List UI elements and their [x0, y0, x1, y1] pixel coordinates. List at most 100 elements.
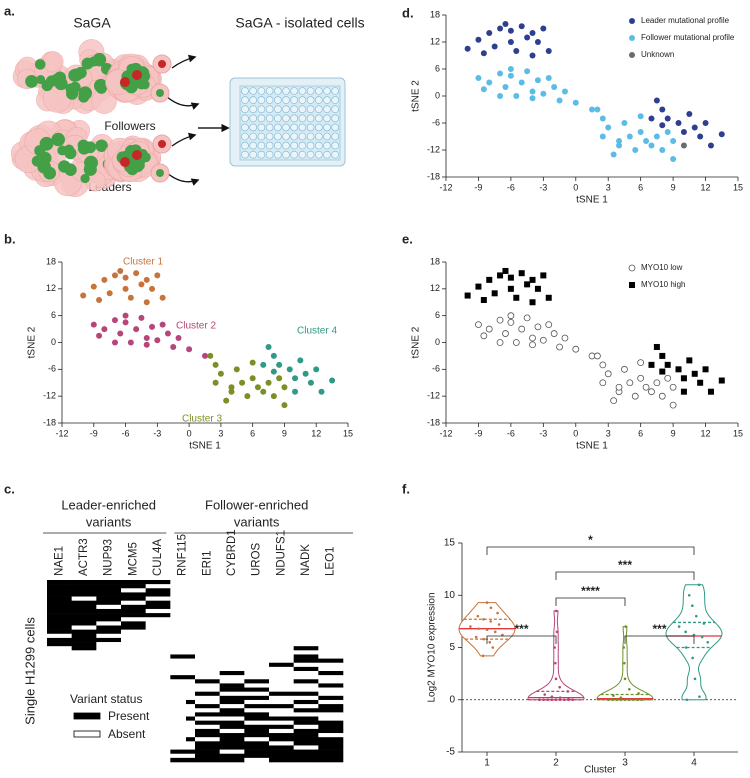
heatmap-cell	[71, 637, 97, 643]
well	[306, 87, 315, 95]
significance-label: *	[588, 533, 593, 547]
heatmap-cell	[170, 584, 196, 589]
heatmap-cell	[269, 608, 294, 614]
point	[101, 326, 108, 333]
illustration-title: SaGA - isolated cells	[235, 15, 364, 31]
point	[122, 312, 129, 319]
heatmap-cell	[219, 608, 245, 614]
point	[616, 138, 623, 144]
heatmap-cell	[195, 712, 220, 717]
heatmap-cell	[195, 584, 220, 589]
heatmap-cell	[318, 596, 344, 601]
well	[273, 123, 282, 132]
column-label: NDUFS1	[275, 530, 287, 576]
point	[175, 335, 182, 342]
point	[675, 366, 682, 373]
cell-nucleus	[39, 136, 54, 151]
heatmap-cell	[318, 749, 344, 755]
heatmap-cell	[219, 745, 245, 750]
point	[228, 388, 235, 395]
heatmap-cell	[71, 675, 97, 680]
data-point	[562, 698, 566, 702]
point	[653, 133, 660, 140]
group-label: variants	[234, 514, 280, 529]
heatmap-cell	[293, 753, 319, 759]
heatmap-cell	[71, 625, 97, 630]
well	[282, 141, 290, 150]
x-tick-label: 2	[553, 758, 559, 769]
data-point	[632, 698, 635, 702]
y-tick-label: 6	[51, 310, 56, 320]
heatmap-cell	[121, 753, 146, 759]
heatmap-cell	[195, 733, 220, 738]
point	[464, 45, 471, 52]
point	[239, 379, 246, 386]
data-point	[497, 623, 501, 626]
heatmap-cell	[219, 687, 245, 692]
well	[314, 132, 323, 141]
y-tick-label: 0	[51, 337, 56, 347]
heatmap-cell	[318, 608, 344, 614]
heatmap-cell	[96, 625, 122, 630]
heatmap-cell	[96, 592, 122, 597]
point	[529, 88, 536, 95]
point	[670, 138, 677, 144]
panel-label: f.	[402, 481, 410, 496]
point	[265, 343, 272, 350]
heatmap-cell	[145, 600, 171, 606]
point	[80, 292, 87, 299]
heatmap-cell	[96, 633, 122, 639]
heatmap-cell	[47, 633, 72, 639]
point	[154, 337, 161, 344]
heatmap-cell	[170, 675, 196, 680]
column-label: CUL4A	[152, 539, 164, 576]
heatmap-cell	[170, 642, 196, 647]
point	[122, 285, 129, 292]
point	[529, 341, 536, 349]
x-tick-label: 4	[691, 758, 697, 769]
well	[323, 105, 331, 113]
heatmap-cell	[47, 757, 72, 763]
heatmap-cell	[121, 642, 146, 647]
data-point	[543, 693, 547, 696]
point	[270, 352, 277, 359]
point	[545, 321, 553, 329]
well	[249, 105, 257, 113]
well	[323, 96, 331, 104]
heatmap-cell	[47, 675, 72, 680]
column-label: MCM5	[127, 542, 139, 576]
violin	[527, 610, 585, 701]
arrow	[171, 54, 197, 69]
data-point	[489, 606, 493, 610]
heatmap-cell	[47, 642, 72, 647]
data-point	[685, 698, 689, 702]
heatmap-cell	[318, 695, 344, 701]
heatmap-cell	[244, 654, 270, 659]
heatmap-cell	[244, 695, 270, 701]
legend-marker	[629, 18, 635, 24]
heatmap-cell	[293, 691, 319, 697]
heatmap-cell	[244, 600, 270, 606]
heatmap-cell	[96, 671, 122, 676]
heatmap-cell	[71, 600, 97, 606]
cell-nucleus	[50, 73, 63, 86]
point	[707, 142, 714, 149]
well	[273, 150, 282, 159]
heatmap-cell	[219, 741, 245, 746]
well	[314, 105, 323, 113]
y-tick-label: 15	[444, 538, 456, 549]
heatmap-cell	[195, 687, 220, 692]
heatmap-cell	[244, 637, 270, 643]
point	[669, 401, 677, 409]
heatmap-cell	[195, 728, 220, 734]
point	[233, 366, 240, 373]
heatmap-cell	[318, 687, 344, 692]
well	[265, 132, 274, 141]
heatmap-cell	[121, 604, 146, 610]
heatmap-cell	[269, 687, 294, 692]
heatmap-cell	[121, 580, 146, 585]
heatmap-cell	[269, 745, 294, 750]
cell-nucleus	[93, 78, 108, 93]
data-point	[542, 698, 545, 702]
point	[621, 120, 628, 126]
